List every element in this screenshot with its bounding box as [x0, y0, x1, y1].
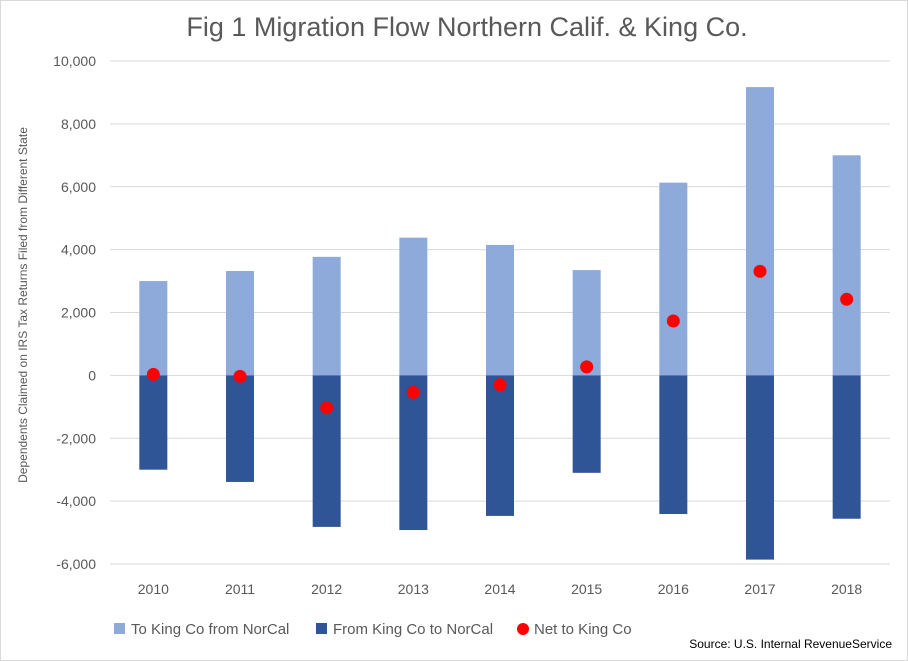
net-marker — [666, 314, 680, 328]
bar-from-king-co — [312, 375, 341, 527]
bar-to-king-co — [486, 244, 514, 376]
legend-swatch — [316, 623, 327, 634]
bar-from-king-co — [659, 375, 688, 515]
y-tick-label: 10,000 — [53, 53, 96, 69]
x-tick-label: 2011 — [225, 581, 255, 597]
y-tick-label: -4,000 — [56, 493, 96, 509]
bar-to-king-co — [572, 270, 601, 376]
net-marker — [580, 360, 594, 374]
legend-marker — [517, 623, 529, 635]
bar-to-king-co — [399, 237, 428, 376]
bar-to-king-co — [312, 256, 341, 376]
x-tick-label: 2017 — [744, 581, 775, 597]
legend-swatch — [114, 623, 125, 634]
net-marker — [233, 369, 247, 383]
bar-to-king-co — [139, 281, 168, 376]
bar-to-king-co — [746, 87, 774, 376]
legend-label: Net to King Co — [534, 621, 632, 638]
net-marker — [493, 378, 507, 392]
y-axis-label: Dependents Claimed on IRS Tax Returns Fi… — [16, 127, 30, 483]
bar-to-king-co — [226, 271, 254, 376]
legend-label: To King Co from NorCal — [131, 621, 289, 638]
bar-from-king-co — [572, 375, 601, 473]
x-tick-label: 2015 — [571, 581, 602, 597]
x-tick-label: 2012 — [311, 581, 342, 597]
legend-label: From King Co to NorCal — [333, 621, 493, 638]
bar-from-king-co — [746, 375, 774, 560]
y-axis-ticks: 10,000 8,000 6,000 4,000 2,000 0 -2,000 -4,000 -… — [53, 53, 96, 572]
chart-title: Fig 1 Migration Flow Northern Calif. & K… — [186, 12, 747, 42]
bar-from-king-co — [226, 375, 254, 482]
bar-to-king-co — [659, 182, 688, 376]
bar-from-king-co — [486, 375, 514, 516]
x-tick-label: 2018 — [831, 581, 862, 597]
net-marker — [753, 264, 767, 278]
y-tick-label: 0 — [88, 367, 96, 383]
y-tick-label: 2,000 — [61, 305, 96, 321]
y-tick-label: 8,000 — [61, 116, 96, 132]
source-note: Source: U.S. Internal RevenueService — [689, 637, 892, 651]
y-tick-label: 4,000 — [61, 242, 96, 258]
net-marker — [320, 401, 334, 415]
bar-from-king-co — [139, 375, 168, 470]
net-marker — [406, 385, 420, 399]
legend: To King Co from NorCal From King Co to No… — [114, 621, 632, 638]
bar-to-king-co — [832, 155, 861, 376]
x-axis-ticks: 2010 2011 2012 2013 2014 2015 2016 2017 2018 — [138, 581, 863, 597]
bar-from-king-co — [399, 375, 428, 531]
bars — [139, 87, 861, 560]
net-marker — [840, 292, 854, 306]
net-markers — [146, 264, 854, 415]
net-marker — [146, 367, 160, 381]
y-tick-label: -6,000 — [56, 556, 96, 572]
y-tick-label: 6,000 — [61, 179, 96, 195]
bar-from-king-co — [832, 375, 861, 519]
x-tick-label: 2013 — [398, 581, 429, 597]
x-tick-label: 2010 — [138, 581, 169, 597]
x-tick-label: 2016 — [658, 581, 689, 597]
y-tick-label: -2,000 — [56, 430, 96, 446]
x-tick-label: 2014 — [484, 581, 515, 597]
